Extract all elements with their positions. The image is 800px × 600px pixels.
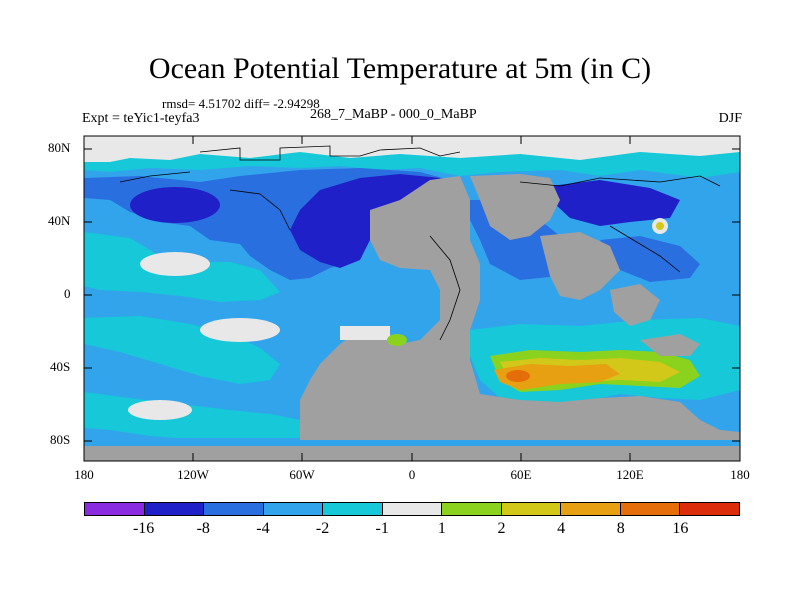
warm-orange [494, 364, 620, 390]
colorbar-swatch [204, 503, 264, 515]
colorbar-label: -2 [315, 520, 330, 537]
lon-label-180w: 180 [74, 467, 94, 482]
lon-label-60e: 60E [510, 467, 532, 482]
colorbar-swatch [442, 503, 502, 515]
yellow-dot [656, 222, 664, 230]
warm-hotspot [506, 370, 530, 382]
stats-text: rmsd= 4.51702 diff= -2.94298 [162, 96, 320, 111]
white-patch-2 [200, 318, 280, 342]
colorbar-swatch [680, 503, 740, 515]
colorbar-swatch [323, 503, 383, 515]
colorbar-swatch [85, 503, 145, 515]
green-coast-patch [387, 334, 407, 346]
colorbar-label: -8 [196, 520, 210, 537]
colorbar-label: 2 [497, 520, 506, 537]
lat-label-80s: 80S [50, 432, 71, 447]
lon-label-120w: 120W [177, 467, 209, 482]
colorbar-label: 4 [557, 520, 566, 537]
pangaea-landmass [300, 176, 740, 440]
lon-label-60w: 60W [289, 467, 315, 482]
coastline-outlines [119, 145, 721, 341]
colorbar-swatch [620, 503, 681, 515]
colorbar-swatch [561, 503, 621, 515]
white-patch-1 [140, 252, 210, 276]
white-coast-patch [340, 326, 390, 340]
white-patch-3 [128, 400, 192, 420]
experiment-label: Expt = teYic1-teyfa3 [82, 111, 200, 126]
lat-label-80n: 80N [48, 140, 71, 155]
colorbar-label: -16 [132, 520, 155, 537]
colorbar-label: 1 [437, 520, 446, 537]
island-south-east [640, 334, 700, 356]
colorbar-swatch [382, 503, 443, 515]
north-landmass-east [470, 174, 560, 240]
colorbar-label: -4 [256, 520, 270, 537]
lat-label-40n: 40N [48, 213, 71, 228]
south-cyan-band [84, 316, 280, 384]
colorbar-swatch [501, 503, 562, 515]
lon-label-0: 0 [408, 467, 416, 482]
east-dark-patch [550, 180, 680, 226]
colorbar-swatch [263, 503, 324, 515]
colorbar-label: -1 [375, 520, 389, 537]
colorbar [84, 502, 740, 516]
figure-title: Ocean Potential Temperature at 5m (in C) [148, 52, 652, 85]
east-blue-2 [600, 236, 700, 282]
tick-marks [84, 136, 740, 461]
period-label: 268_7_MaBP - 000_0_MaBP [310, 107, 477, 122]
colorbar-label: 16 [672, 520, 689, 537]
north-atlantic-dark [290, 174, 440, 268]
east-landmass [540, 232, 620, 300]
colorbar-swatch [144, 503, 205, 515]
island-east [610, 284, 660, 326]
arctic-cyan [84, 152, 740, 178]
lat-label-0: 0 [64, 286, 71, 301]
lon-label-120e: 120E [616, 467, 644, 482]
north-pacific-dark [130, 187, 220, 223]
lat-label-40s: 40S [50, 359, 71, 374]
colorbar-label: 8 [616, 520, 625, 537]
lon-label-180e: 180 [730, 467, 750, 482]
season-label: DJF [718, 111, 742, 126]
